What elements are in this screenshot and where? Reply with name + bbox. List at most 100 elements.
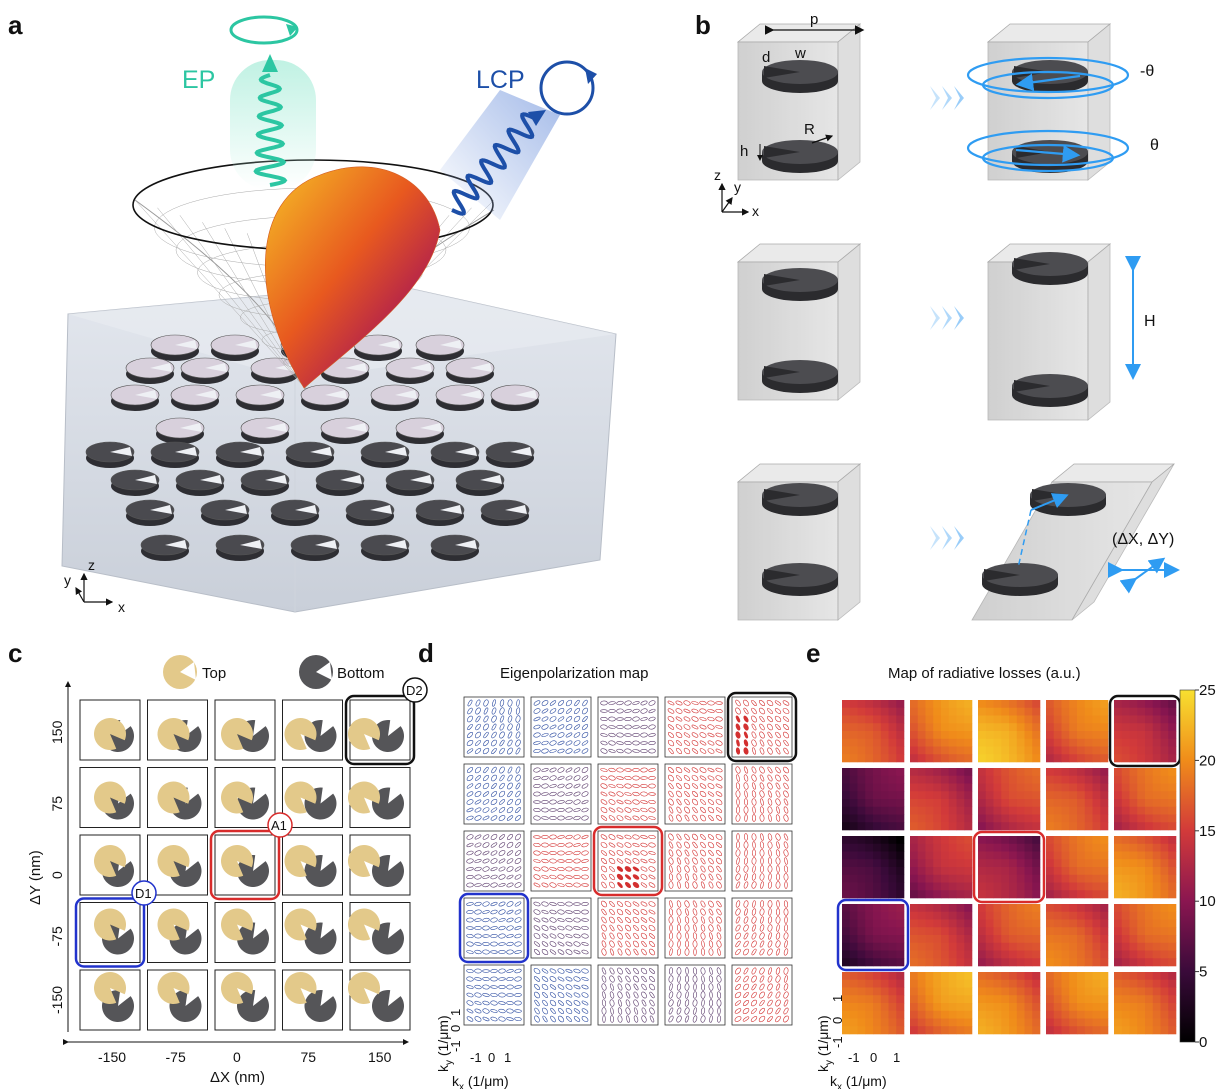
panel-b: b p d w R h z y x -θ θ H xyxy=(695,10,1180,621)
e-ytick-neg1: -1 xyxy=(830,1036,845,1048)
top-disk xyxy=(157,717,190,750)
ep-rotation-icon xyxy=(229,15,299,45)
e-axis-ticks: -1 0 1 -1 0 1 xyxy=(830,995,900,1065)
offset-cell xyxy=(282,834,343,896)
x-axis-label-c: ΔX (nm) xyxy=(210,1069,265,1086)
c-xtick: 75 xyxy=(301,1049,317,1065)
top-disk xyxy=(284,718,317,750)
colorbar-tick: 15 xyxy=(1199,823,1216,840)
loss-map-cell xyxy=(910,768,973,831)
loss-map-cell xyxy=(1114,700,1177,763)
eigenpolarization-cell xyxy=(731,897,793,959)
param-d-label: d xyxy=(762,49,770,66)
shift-arrows xyxy=(1108,557,1180,594)
top-disk xyxy=(94,781,126,814)
top-disk xyxy=(157,781,190,814)
bottom-disk xyxy=(169,854,202,888)
c-xtick: -150 xyxy=(98,1049,126,1065)
shift-label: (ΔX, ΔY) xyxy=(1112,531,1174,548)
c-ytick: 0 xyxy=(49,871,65,879)
offset-grid: D2 A1 D1 xyxy=(74,677,428,1031)
axis-z-label-b: z xyxy=(714,167,721,183)
eigenpolarization-cell xyxy=(597,897,659,959)
meta-atom-array xyxy=(85,334,540,561)
e-highlight-d1 xyxy=(836,898,910,972)
c-ytick: -75 xyxy=(49,926,65,946)
e-x-axis-label: kx (1/μm) xyxy=(830,1073,887,1089)
panel-label-c: c xyxy=(8,638,22,668)
loss-map-title: Map of radiative losses (a.u.) xyxy=(888,665,1081,682)
top-disk xyxy=(284,908,317,941)
e-ytick-1: 1 xyxy=(830,995,845,1002)
offset-cell xyxy=(214,834,276,896)
param-p-label: p xyxy=(810,11,818,28)
bottom-disk xyxy=(371,990,405,1023)
eigenpolarization-cell xyxy=(530,696,592,758)
offset-cell xyxy=(147,699,208,761)
eigenpolarization-cell xyxy=(731,830,793,892)
eigenpolarization-cell xyxy=(664,830,726,892)
eigenpolarization-cell xyxy=(597,830,659,892)
eigenpolarization-cell xyxy=(530,830,592,892)
c-ytick: -150 xyxy=(49,986,65,1014)
lcp-beam: LCP xyxy=(440,60,597,220)
eigenpolarization-cell xyxy=(597,763,659,825)
loss-map-cell xyxy=(842,836,905,899)
loss-map-cell xyxy=(978,768,1041,831)
colorbar-tick: 10 xyxy=(1199,893,1216,910)
top-disk xyxy=(94,845,126,877)
eigenpolarization-cell xyxy=(664,763,726,825)
offset-cell xyxy=(79,969,141,1031)
transition-chevron-icon xyxy=(954,306,964,330)
top-disk xyxy=(348,781,380,814)
eigenpolarization-cell xyxy=(530,763,592,825)
highlight-tag_a1 xyxy=(209,829,281,901)
d-x-axis-label: kx (1/μm) xyxy=(452,1073,509,1089)
twist-rotation-arrows xyxy=(966,56,1130,173)
loss-heatmap-grid xyxy=(836,694,1182,1035)
top-disk xyxy=(221,717,253,750)
eigenpolarization-grid xyxy=(458,691,798,1026)
transition-chevron-icon xyxy=(930,306,940,330)
loss-map-cell xyxy=(1114,836,1177,899)
axes-icon-a: z y x xyxy=(64,557,125,615)
d-axis-ticks: -1 0 1 -1 0 1 xyxy=(448,1009,511,1065)
offset-cell xyxy=(348,969,411,1031)
d-highlight-d2 xyxy=(726,691,798,763)
panel-label-a: a xyxy=(8,10,23,40)
offset-cell xyxy=(79,699,141,761)
transition-chevron-icon xyxy=(942,86,952,110)
offset-cell xyxy=(348,767,411,828)
loss-map-cell xyxy=(842,768,905,831)
transition-chevron-icon xyxy=(942,526,952,550)
d-ytick-neg1: -1 xyxy=(448,1040,463,1052)
eigenpolarization-cell xyxy=(463,763,525,825)
bottom-disk xyxy=(371,922,405,955)
top-disk xyxy=(157,845,190,877)
offset-cell xyxy=(214,699,276,761)
param-r-label: R xyxy=(804,121,815,138)
top-disk xyxy=(157,908,190,941)
unit-cell-original xyxy=(736,23,862,181)
axis-y-label-b: y xyxy=(734,179,741,195)
bottom-disk xyxy=(371,720,405,753)
theta-bottom-label: θ xyxy=(1150,137,1159,154)
loss-map-cell xyxy=(910,972,973,1035)
panel-c: c Top Bottom D2 A1 D1 ΔX (nm) ΔY (nm) -150… xyxy=(8,638,428,1086)
panel-a: a EP xyxy=(8,10,617,615)
offset-cell xyxy=(147,902,208,963)
eigenpolarization-cell xyxy=(463,830,525,892)
c-ytick: 150 xyxy=(49,720,65,744)
theta-top-label: -θ xyxy=(1140,63,1154,80)
c-xtick: 150 xyxy=(368,1049,392,1065)
colorbar-ticks: 25 20 15 10 5 0 xyxy=(1195,682,1216,1051)
c-ytick: 75 xyxy=(49,796,65,812)
loss-map-cell xyxy=(1046,700,1109,763)
d-xtick-0: 0 xyxy=(488,1050,495,1065)
top-disk xyxy=(348,972,380,1004)
loss-map-cell xyxy=(910,836,973,899)
loss-map-cell xyxy=(978,904,1041,967)
d-xtick-neg1: -1 xyxy=(470,1050,482,1065)
colorbar-tick: 0 xyxy=(1199,1034,1207,1051)
unit-cell-original-3 xyxy=(736,463,862,621)
